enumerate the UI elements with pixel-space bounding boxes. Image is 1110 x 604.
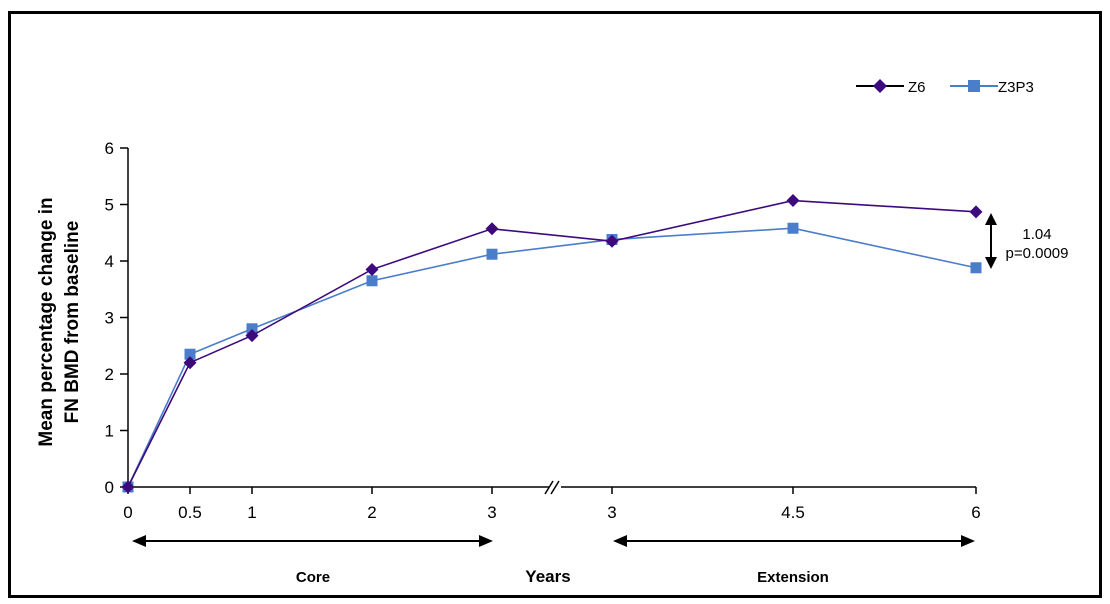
x-tick-label-0: 0 [123,503,132,522]
point-z3p3-1 [184,348,196,360]
axis-break-mark [544,480,560,495]
p-value: p=0.0009 [1006,245,1069,262]
x-axis-label: Years [525,567,570,586]
difference-value: 1.04 [1022,226,1051,243]
point-z3p3-4 [486,248,498,260]
point-z3p3-2 [246,323,258,335]
legend-item-z3p3: Z3P3 [950,79,1034,96]
point-z6-5 [605,234,619,248]
core-phase-arrow [132,535,493,547]
difference-annotation: 1.04 p=0.0009 [985,213,1068,269]
point-z3p3-3 [366,275,378,287]
legend: Z6 Z3P3 [856,79,1034,96]
legend-label-z6: Z6 [908,79,926,96]
y-tick-label-6: 6 [105,139,114,158]
y-axis-label-line-2: FN BMD from baseline [62,221,83,424]
y-axis-ticks: 0 1 2 3 4 5 6 [105,139,128,497]
difference-arrow-head-up [985,213,997,225]
point-z6-2 [245,329,259,343]
legend-label-z3p3: Z3P3 [998,79,1034,96]
point-z6-1 [183,356,197,370]
x-tick-label-1: 0.5 [178,503,202,522]
phase-label-extension: Extension [757,569,829,586]
y-tick-label-2: 2 [105,365,114,384]
x-tick-label-2: 1 [247,503,256,522]
x-tick-label-6: 4.5 [781,503,805,522]
chart-border [8,11,1102,598]
series-line-z6 [127,199,977,488]
extension-phase-arrow [613,535,975,547]
difference-arrow-head-down [985,257,997,269]
x-tick-label-4: 3 [487,503,496,522]
x-tick-label-7: 6 [971,503,980,522]
point-z6-0 [121,480,135,494]
y-tick-label-5: 5 [105,196,114,215]
y-tick-label-4: 4 [105,252,114,271]
point-z6-3 [365,262,379,276]
point-z6-6 [786,194,800,208]
y-tick-label-3: 3 [105,309,114,328]
series-layer [121,194,983,494]
y-tick-label-1: 1 [105,422,114,441]
x-tick-label-3: 2 [367,503,376,522]
y-axis-label-line-1: Mean percentage change in [36,197,57,446]
point-z3p3-6 [787,222,799,234]
point-z3p3-7 [970,262,982,274]
legend-item-z6: Z6 [856,79,926,96]
x-axis-ticks: 0 0.5 1 2 3 3 4.5 6 [123,487,981,522]
point-z6-4 [485,222,499,236]
phase-label-core: Core [296,569,330,586]
x-tick-label-5: 3 [607,503,616,522]
point-z6-7 [969,205,983,219]
y-tick-label-0: 0 [105,478,114,497]
series-line-z3p3 [127,227,977,488]
